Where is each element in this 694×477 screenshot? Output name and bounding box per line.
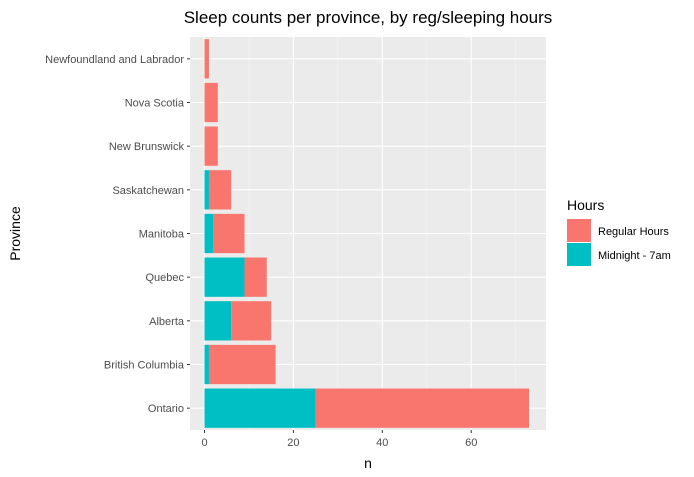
- legend-title: Hours: [567, 197, 604, 213]
- legend-label-midnight-7am: Midnight - 7am: [598, 250, 671, 262]
- legend-items: Regular Hours Midnight - 7am: [567, 219, 671, 266]
- bar-manitoba-regular-hours: [213, 213, 245, 254]
- y-tick-label-newfoundland-and-labrador: Newfoundland and Labrador: [45, 54, 184, 66]
- y-tick-label-saskatchewan: Saskatchewan: [112, 185, 184, 197]
- bar-newfoundland-and-labrador-regular-hours: [204, 39, 209, 79]
- x-axis-title: n: [364, 455, 372, 471]
- bar-new-brunswick-regular-hours: [204, 126, 218, 166]
- y-axis-ticks: Ontario British Columbia Alberta Quebec Mani…: [45, 54, 190, 415]
- x-tick-label-0: 0: [201, 437, 207, 449]
- bar-quebec-midnight-7am: [204, 257, 245, 297]
- bars: [204, 39, 529, 428]
- y-tick-label-quebec: Quebec: [145, 272, 184, 284]
- bar-british-columbia-regular-hours: [208, 344, 276, 385]
- bar-alberta-regular-hours: [231, 301, 272, 341]
- y-tick-label-nova-scotia: Nova Scotia: [125, 98, 185, 110]
- bar-british-columbia-midnight-7am: [204, 344, 209, 385]
- legend-key-regular-hours: [567, 219, 591, 242]
- y-tick-label-new-brunswick: New Brunswick: [109, 141, 185, 153]
- x-axis-ticks: 0 20 40 60: [201, 430, 477, 449]
- bar-ontario-regular-hours: [315, 388, 529, 428]
- bar-nova-scotia-regular-hours: [204, 82, 218, 123]
- y-tick-label-ontario: Ontario: [148, 403, 184, 415]
- bar-quebec-regular-hours: [244, 257, 267, 297]
- bar-manitoba-midnight-7am: [204, 213, 214, 254]
- x-tick-label-20: 20: [287, 437, 299, 449]
- y-axis-title: Province: [7, 206, 23, 261]
- x-tick-label-40: 40: [376, 437, 388, 449]
- legend-label-regular-hours: Regular Hours: [598, 226, 669, 238]
- chart-title: Sleep counts per province, by reg/sleepi…: [184, 8, 553, 27]
- bar-saskatchewan-regular-hours: [208, 170, 232, 210]
- bar-saskatchewan-midnight-7am: [204, 170, 209, 210]
- y-tick-label-manitoba: Manitoba: [139, 229, 185, 241]
- bar-alberta-midnight-7am: [204, 301, 232, 341]
- y-tick-label-alberta: Alberta: [149, 316, 185, 328]
- y-tick-label-british-columbia: British Columbia: [104, 360, 185, 372]
- x-tick-label-60: 60: [465, 437, 477, 449]
- legend: Hours Regular Hours Midnight - 7am: [567, 197, 671, 266]
- bar-ontario-midnight-7am: [204, 388, 316, 428]
- legend-key-midnight-7am: [567, 243, 591, 266]
